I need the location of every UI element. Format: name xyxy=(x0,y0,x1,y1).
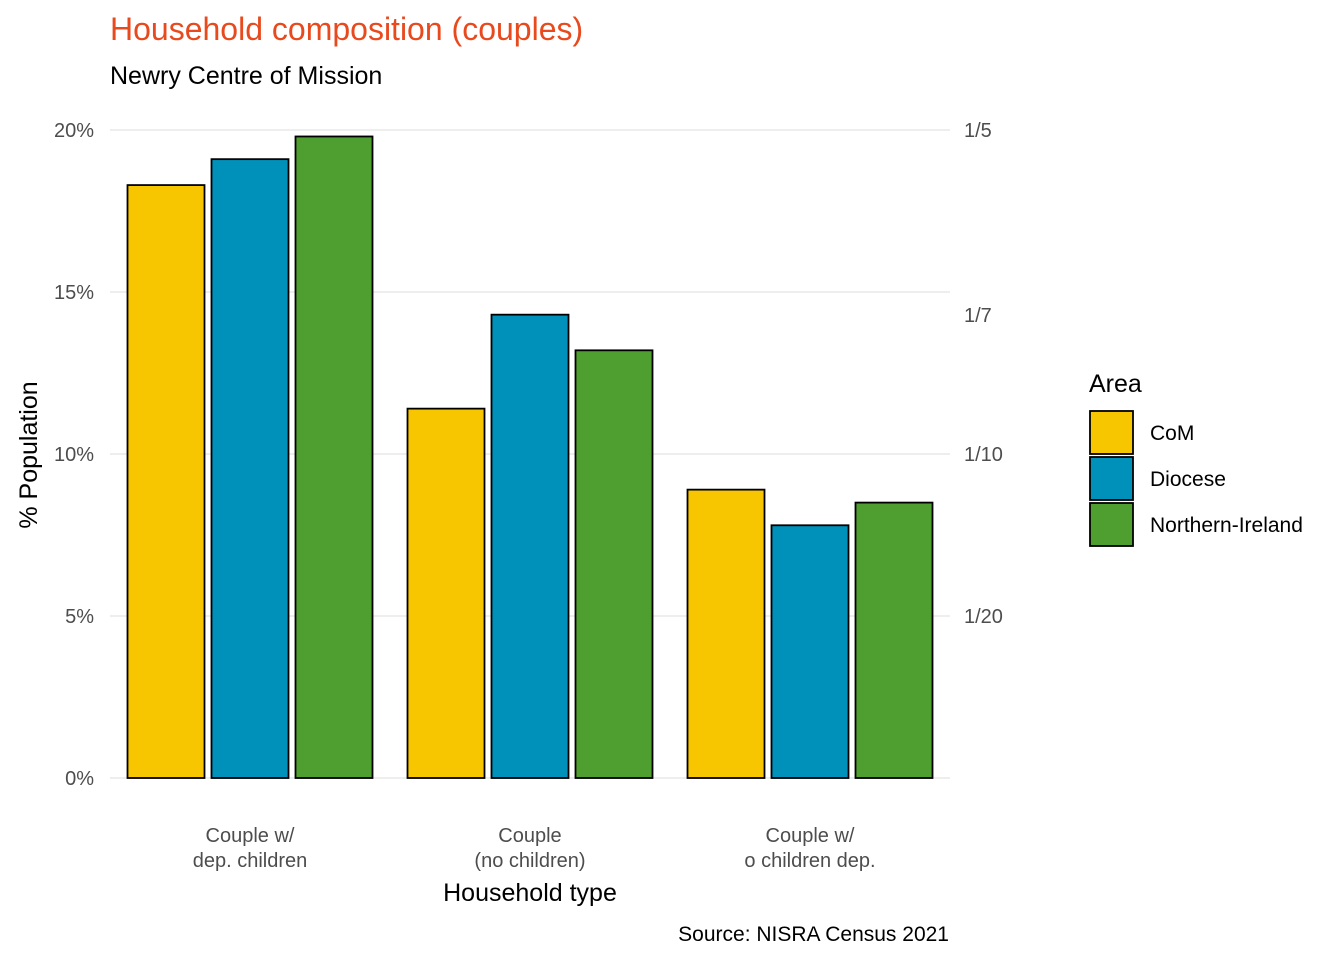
y-tick-label: 10% xyxy=(54,444,94,466)
bar-com xyxy=(126,184,206,779)
chart-title: Household composition (couples) xyxy=(110,11,583,47)
x-tick-label-line: (no children) xyxy=(474,850,585,872)
bar-diocese xyxy=(490,313,570,779)
y-axis-title: % Population xyxy=(15,381,43,528)
x-tick-label-line: Couple xyxy=(498,825,561,847)
bar-northern-ireland xyxy=(574,349,654,779)
x-axis-title: Household type xyxy=(443,879,617,907)
y2-tick-label: 1/7 xyxy=(964,305,992,327)
legend-key-diocese xyxy=(1089,456,1134,501)
legend-title: Area xyxy=(1089,370,1142,398)
legend-label: CoM xyxy=(1150,422,1194,445)
legend: Area CoM Diocese Northern-Ireland xyxy=(1089,370,1303,547)
legend-label: Northern-Ireland xyxy=(1150,514,1303,537)
x-tick-label: Couple w/dep. children xyxy=(193,825,308,872)
x-axis-ticks: Couple w/dep. children Couple (no children… xyxy=(193,825,876,872)
x-tick-label-line: o children dep. xyxy=(744,850,875,872)
y2-tick-label: 1/5 xyxy=(964,120,992,142)
legend-label: Diocese xyxy=(1150,468,1226,491)
y2-tick-label: 1/20 xyxy=(964,606,1003,628)
bar-com xyxy=(406,407,486,779)
legend-key-com xyxy=(1089,410,1134,455)
x-tick-label: Couple (no children) xyxy=(474,825,585,872)
y-axis-ticks: 0% 5% 10% 15% 20% xyxy=(54,120,94,790)
bar-diocese xyxy=(770,524,850,779)
bar-northern-ireland xyxy=(854,501,934,779)
bar-com xyxy=(686,488,766,779)
legend-key-northern-ireland xyxy=(1089,502,1134,547)
chart-caption: Source: NISRA Census 2021 xyxy=(678,923,949,946)
x-tick-label-line: dep. children xyxy=(193,850,308,872)
y-tick-label: 0% xyxy=(65,768,94,790)
y-tick-label: 15% xyxy=(54,282,94,304)
bar-northern-ireland xyxy=(294,135,374,779)
bar-diocese xyxy=(210,158,290,779)
y-tick-label: 20% xyxy=(54,120,94,142)
x-tick-label-line: Couple w/ xyxy=(766,825,855,847)
x-tick-label-line: Couple w/ xyxy=(206,825,295,847)
x-tick-label: Couple w/o children dep. xyxy=(744,825,875,872)
secondary-y-axis-ticks: 1/20 1/10 1/7 1/5 xyxy=(964,120,1003,628)
y2-tick-label: 1/10 xyxy=(964,444,1003,466)
bars xyxy=(126,135,934,779)
y-tick-label: 5% xyxy=(65,606,94,628)
chart-subtitle: Newry Centre of Mission xyxy=(110,62,382,90)
